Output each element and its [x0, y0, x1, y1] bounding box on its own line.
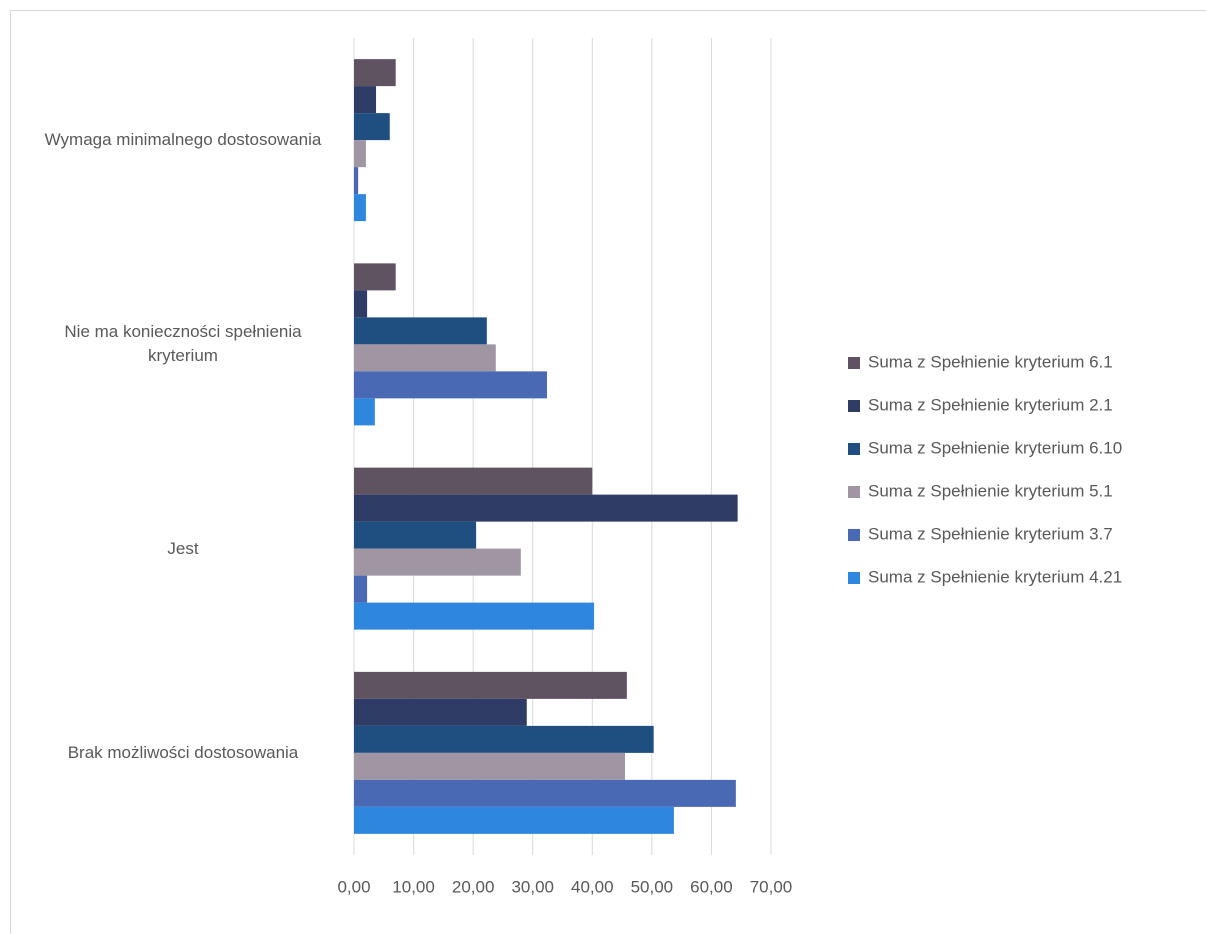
bar [354, 167, 359, 195]
bar [354, 725, 654, 753]
bar [354, 113, 390, 141]
legend-label: Suma z Spełnienie kryterium 6.10 [868, 438, 1122, 457]
legend-swatch [848, 443, 860, 455]
bar [354, 263, 396, 291]
bar [354, 521, 477, 549]
bar [354, 494, 738, 522]
legend-swatch [848, 357, 860, 369]
y-tick-label: Brak możliwości dostosowania [67, 742, 299, 762]
y-tick-label: Nie ma konieczności spełnienia kryterium [64, 322, 302, 366]
y-tick-label: Jest [167, 538, 199, 558]
bar [354, 86, 377, 114]
legend-label: Suma z Spełnienie kryterium 4.21 [868, 567, 1122, 586]
bar [354, 59, 396, 87]
chart-border [10, 10, 1206, 934]
x-tick-label: 70,00 [750, 877, 793, 896]
legend-label: Suma z Spełnienie kryterium 3.7 [868, 524, 1113, 543]
legend-swatch [848, 486, 860, 498]
bar [354, 344, 496, 372]
bar [354, 194, 366, 222]
bar [354, 752, 626, 780]
bar [354, 806, 674, 834]
x-tick-label: 50,00 [631, 877, 674, 896]
legend-label: Suma z Spełnienie kryterium 2.1 [868, 395, 1113, 414]
bar [354, 290, 368, 318]
legend-swatch [848, 529, 860, 541]
x-tick-label: 20,00 [452, 877, 495, 896]
y-tick-label: Wymaga minimalnego dostosowania [44, 130, 322, 150]
bar [354, 371, 548, 399]
legend-swatch [848, 572, 860, 584]
bar [354, 548, 521, 576]
legend-swatch [848, 400, 860, 412]
x-tick-label: 30,00 [511, 877, 554, 896]
x-tick-label: 60,00 [690, 877, 733, 896]
bar [354, 140, 366, 168]
bar [354, 671, 627, 699]
bar [354, 779, 736, 807]
legend-label: Suma z Spełnienie kryterium 5.1 [868, 481, 1113, 500]
x-tick-label: 40,00 [571, 877, 614, 896]
x-tick-label: 10,00 [392, 877, 435, 896]
bar [354, 602, 595, 630]
bar [354, 317, 487, 345]
x-tick-label: 0,00 [337, 877, 370, 896]
legend-label: Suma z Spełnienie kryterium 6.1 [868, 352, 1113, 371]
bar [354, 575, 368, 603]
bar [354, 398, 375, 426]
bar [354, 467, 593, 495]
bar [354, 698, 527, 726]
